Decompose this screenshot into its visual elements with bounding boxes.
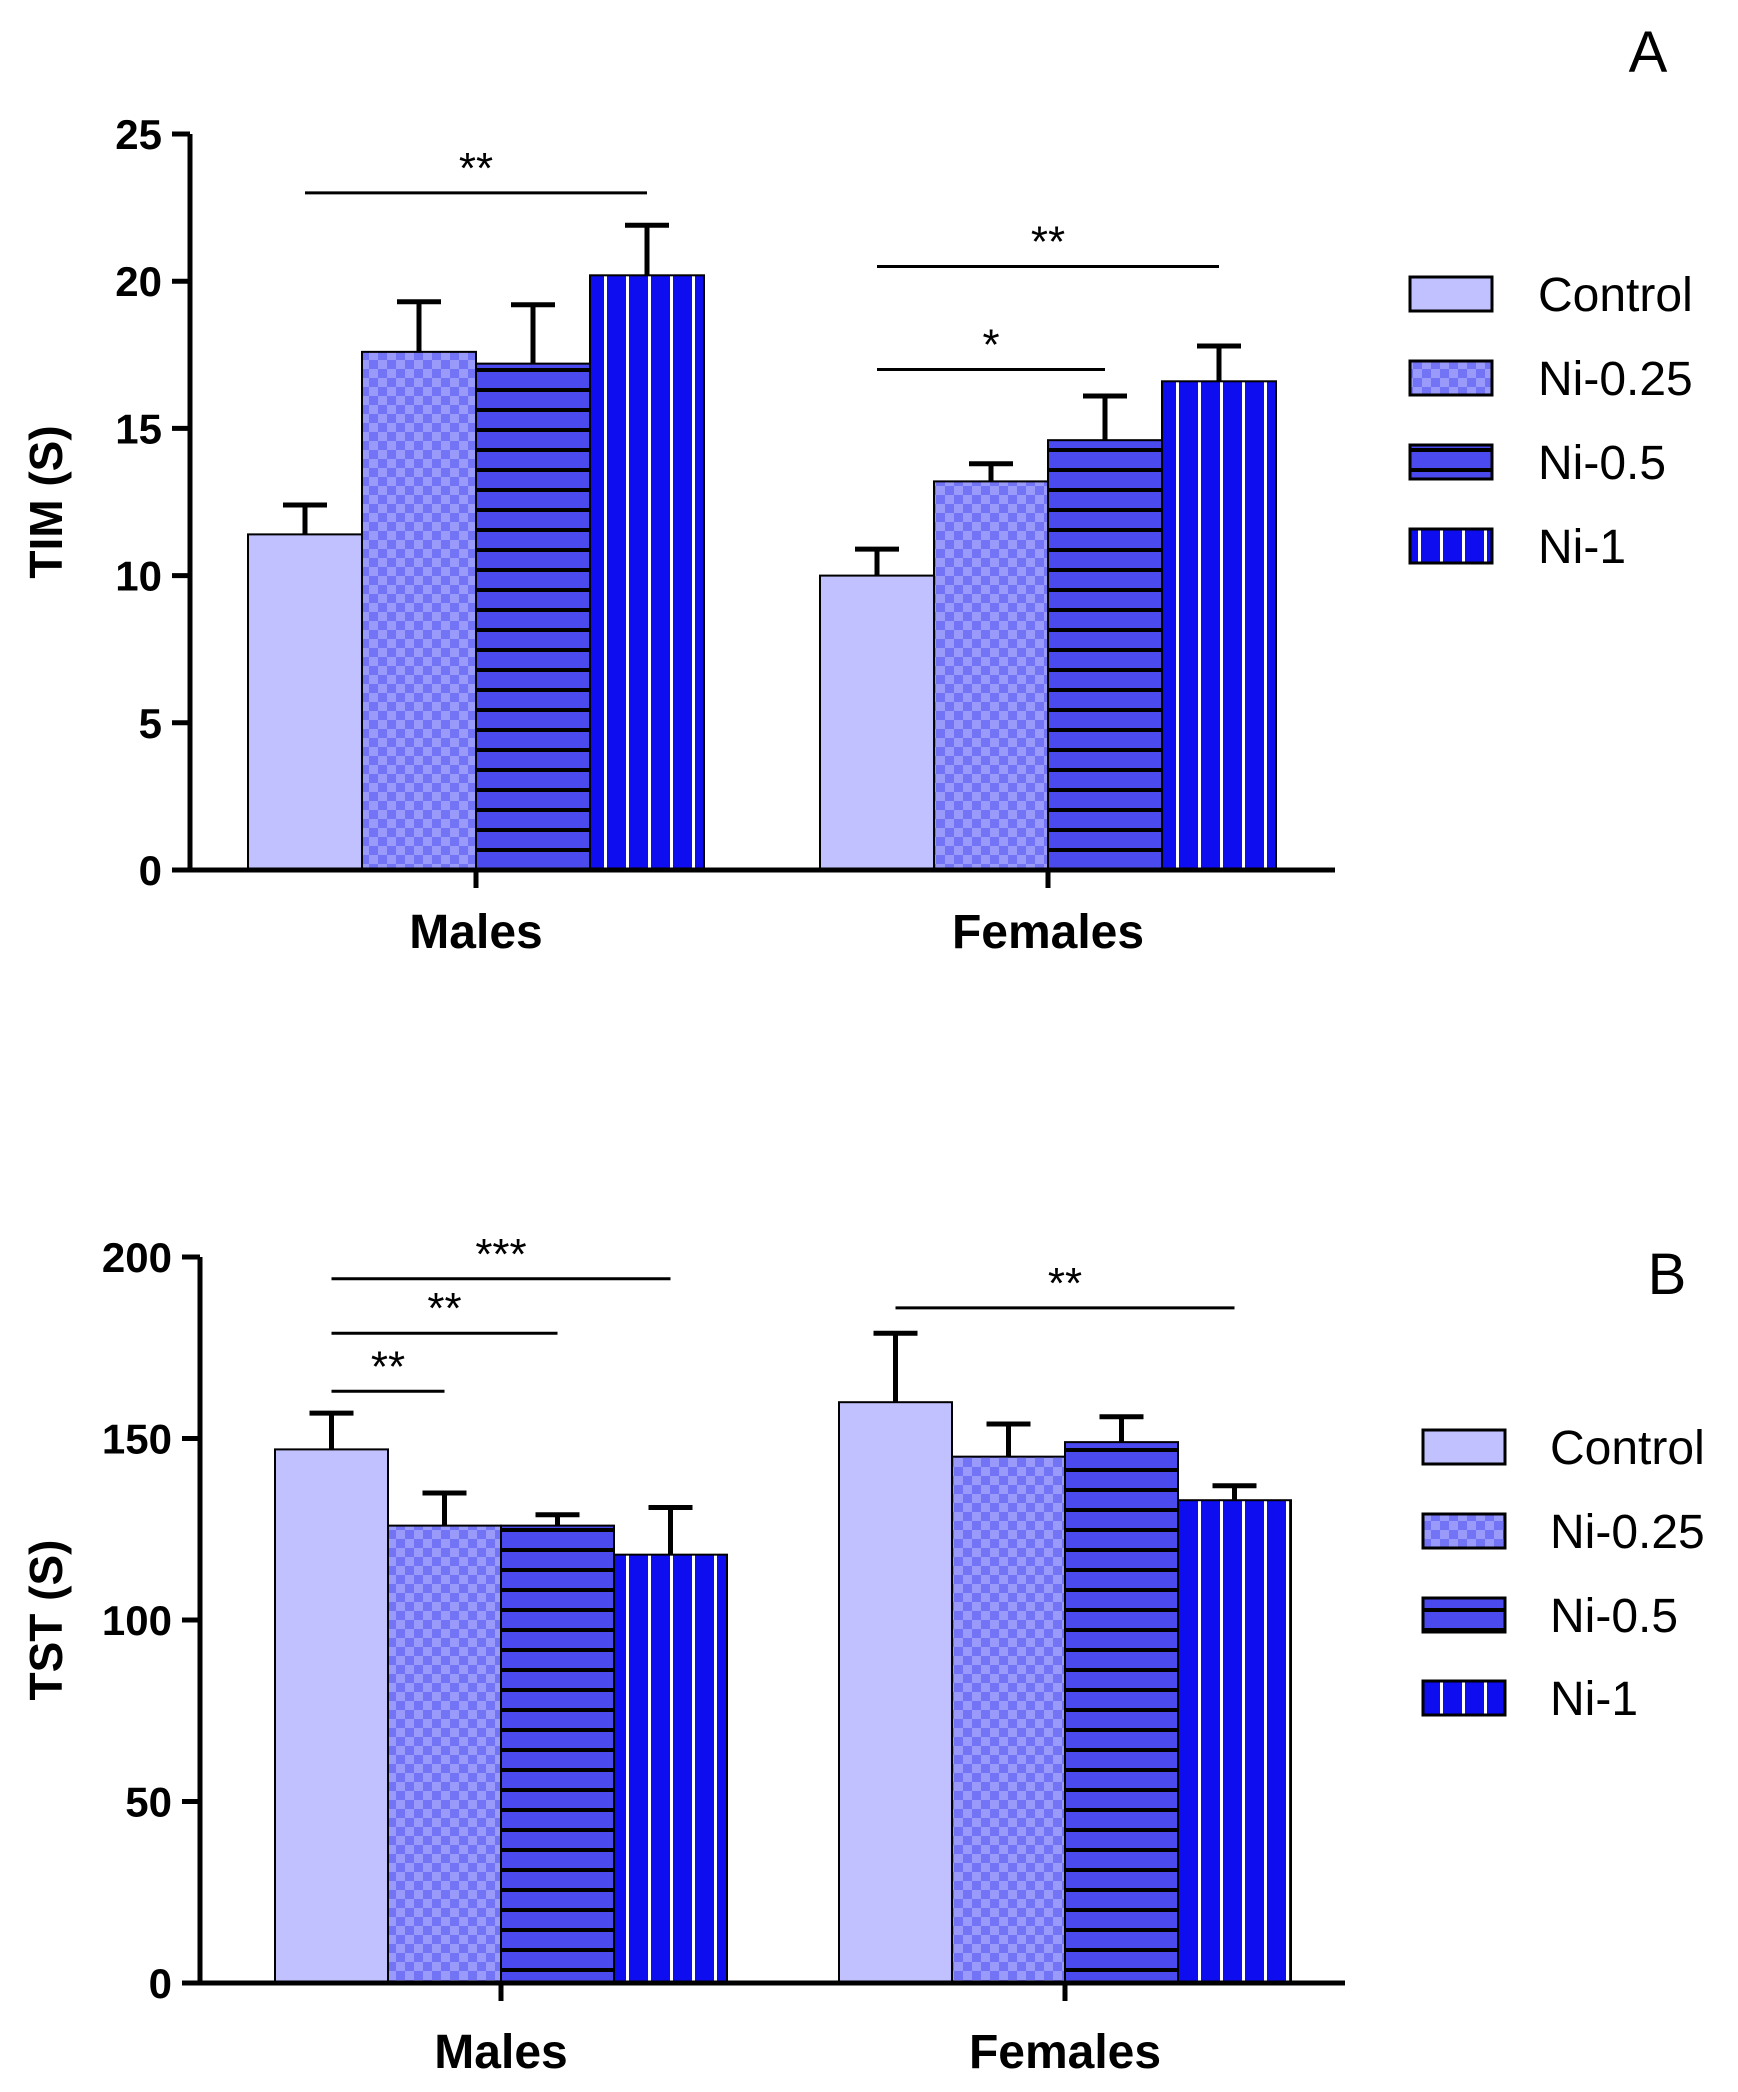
y-tick-label: 0 xyxy=(139,847,162,894)
bar-control-males xyxy=(247,533,363,871)
bar-ni-0-25-females xyxy=(951,1455,1066,1984)
legend-swatch-ni-0-25 xyxy=(1421,1512,1507,1550)
legend-label-ni-1: Ni-1 xyxy=(1538,521,1626,574)
y-tick-label: 15 xyxy=(115,405,162,452)
bar-ni-0-5-females xyxy=(1047,439,1163,871)
legend-swatch-ni-0-5 xyxy=(1421,1596,1507,1634)
bar-ni-0-25-males xyxy=(387,1524,502,1984)
legend-swatch-ni-0-25 xyxy=(1408,359,1494,397)
significance-label: ** xyxy=(427,1284,461,1333)
bar-ni-0-5-females xyxy=(1064,1441,1179,1984)
bar-ni-0-5-males xyxy=(500,1524,615,1984)
y-axis-title: TIM (S) xyxy=(20,425,72,578)
legend-label-ni-1: Ni-1 xyxy=(1550,1673,1638,1726)
bar-ni-0-25-males xyxy=(361,350,477,871)
y-tick-label: 0 xyxy=(149,1960,172,2007)
significance-label: ** xyxy=(1031,217,1065,266)
y-axis-title: TST (S) xyxy=(20,1540,72,1701)
panel-label: B xyxy=(1648,1242,1687,1307)
significance-label: *** xyxy=(475,1230,526,1279)
y-tick-label: 25 xyxy=(115,111,162,158)
significance-label: ** xyxy=(459,144,493,193)
legend-swatch-ni-1 xyxy=(1421,1679,1507,1717)
y-tick-label: 200 xyxy=(102,1234,172,1281)
legend-swatch-control xyxy=(1408,275,1494,313)
x-category-label-females: Females xyxy=(969,2026,1161,2079)
y-tick-label: 10 xyxy=(115,553,162,600)
bar-ni-1-males xyxy=(613,1553,728,1985)
legend-label-ni-0-5: Ni-0.5 xyxy=(1538,437,1666,490)
bar-ni-0-25-females xyxy=(933,480,1049,871)
y-tick-label: 20 xyxy=(115,258,162,305)
legend-label-control: Control xyxy=(1538,269,1693,322)
significance-label: ** xyxy=(371,1342,405,1391)
significance-label: ** xyxy=(1048,1259,1082,1308)
bar-control-females xyxy=(838,1401,953,1984)
legend-swatch-control xyxy=(1421,1428,1507,1466)
legend-swatch-ni-0-5 xyxy=(1408,443,1494,481)
legend-swatch-ni-1 xyxy=(1408,527,1494,565)
y-tick-label: 5 xyxy=(139,700,162,747)
legend-label-ni-0-25: Ni-0.25 xyxy=(1538,353,1693,406)
legend-label-ni-0-25: Ni-0.25 xyxy=(1550,1506,1705,1559)
bar-ni-0-5-males xyxy=(475,362,591,871)
x-category-label-males: Males xyxy=(434,2026,567,2079)
bar-ni-1-females xyxy=(1177,1499,1292,1984)
bar-ni-1-males xyxy=(589,274,705,871)
panel-label: A xyxy=(1629,20,1668,85)
y-tick-label: 150 xyxy=(102,1416,172,1463)
x-category-label-males: Males xyxy=(409,906,542,959)
significance-label: * xyxy=(982,321,999,370)
y-tick-label: 100 xyxy=(102,1597,172,1644)
y-tick-label: 50 xyxy=(125,1779,172,1826)
bar-ni-1-females xyxy=(1161,380,1277,871)
x-category-label-females: Females xyxy=(952,906,1144,959)
legend-label-ni-0-5: Ni-0.5 xyxy=(1550,1590,1678,1643)
legend-label-control: Control xyxy=(1550,1422,1705,1475)
bar-control-females xyxy=(819,574,935,871)
bar-control-males xyxy=(274,1448,389,1984)
